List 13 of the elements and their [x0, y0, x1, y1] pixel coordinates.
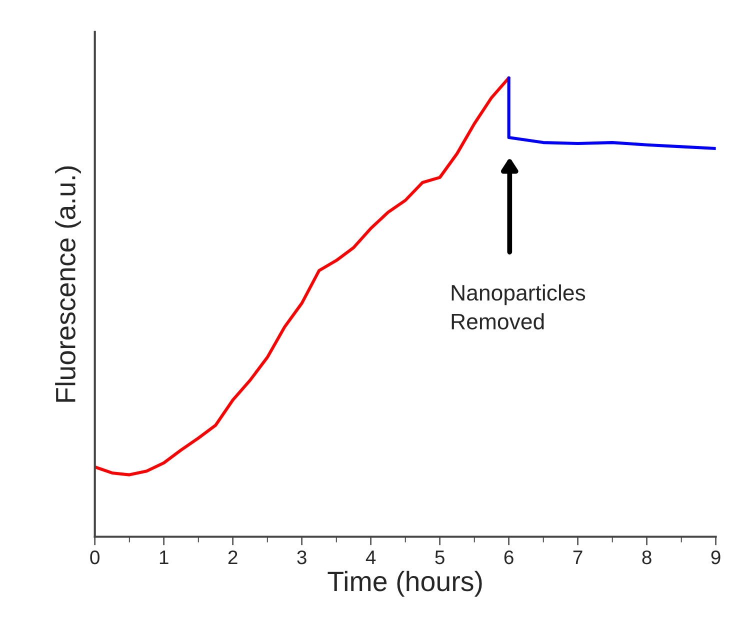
x-tick-label: 7 — [573, 550, 582, 564]
x-tick-label: 6 — [504, 550, 514, 564]
x-tick-label: 8 — [642, 550, 652, 564]
y-axis-title: Fluorescence (a.u.) — [55, 166, 81, 402]
x-tick-label: 2 — [228, 550, 238, 564]
x-tick-label: 4 — [366, 550, 376, 564]
x-tick-label: 9 — [711, 550, 720, 564]
annotation: Nanoparticles Removed — [452, 284, 586, 330]
x-axis-title: Time (hours) — [328, 570, 482, 597]
x-tick-label: 3 — [297, 550, 306, 564]
x-tick-label: 5 — [435, 550, 444, 564]
x-tick-label: 0 — [90, 550, 100, 564]
x-tick-label: 1 — [160, 550, 168, 564]
